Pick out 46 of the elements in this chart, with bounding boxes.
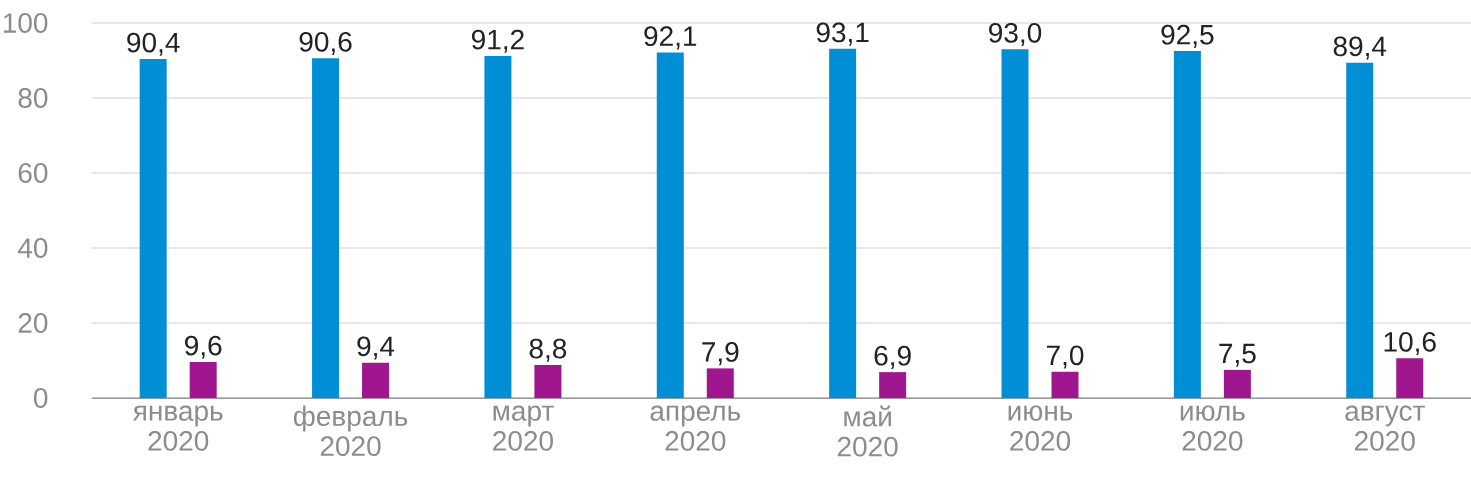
bar	[1001, 49, 1029, 398]
x-tick-label: январь 2020	[132, 405, 223, 451]
bar	[312, 58, 340, 398]
y-tick-label: 80	[18, 88, 48, 108]
data-label: 10,6	[1384, 331, 1436, 356]
data-label: 7,0	[1046, 345, 1084, 369]
bar	[879, 372, 907, 398]
y-tick-label: 0	[34, 388, 48, 408]
data-label: 9,6	[185, 335, 222, 359]
data-label: 7,5	[1219, 343, 1256, 367]
y-tick-label: 100	[3, 13, 48, 33]
bar	[189, 362, 217, 398]
data-label: 9,4	[357, 336, 395, 360]
bar	[1173, 51, 1201, 398]
bar	[139, 59, 167, 398]
x-tick-label: февраль 2020	[293, 405, 408, 457]
bar	[656, 52, 684, 398]
data-label: 92,5	[1161, 24, 1214, 48]
bar	[534, 365, 562, 398]
data-label: 92,1	[644, 26, 697, 50]
bar	[362, 362, 390, 398]
data-label: 93,1	[816, 22, 869, 46]
bar	[1346, 62, 1374, 398]
data-label: 91,2	[471, 29, 524, 53]
bar	[829, 48, 857, 398]
data-label: 90,4	[127, 32, 180, 56]
bar	[484, 56, 512, 398]
data-label: 8,8	[529, 338, 567, 362]
bar	[706, 368, 734, 398]
x-tick-label: апрель 2020	[650, 405, 741, 451]
x-tick-label: август 2020	[1345, 405, 1425, 451]
x-tick-label: июль 2020	[1180, 405, 1245, 451]
x-tick-label: июнь 2020	[1008, 405, 1073, 451]
bar	[1223, 369, 1251, 398]
data-label: 6,9	[874, 345, 911, 369]
y-tick-label: 20	[18, 313, 48, 333]
x-tick-label: май 2020	[837, 405, 898, 457]
y-tick-label: 40	[17, 238, 48, 258]
bar	[1051, 371, 1079, 398]
bar	[1396, 358, 1424, 398]
y-tick-label: 60	[18, 163, 48, 183]
data-label: 89,4	[1333, 36, 1387, 60]
data-label: 7,9	[702, 342, 739, 366]
data-label: 93,0	[989, 22, 1042, 47]
x-tick-label: март 2020	[493, 405, 554, 451]
data-label: 90,6	[299, 31, 352, 56]
